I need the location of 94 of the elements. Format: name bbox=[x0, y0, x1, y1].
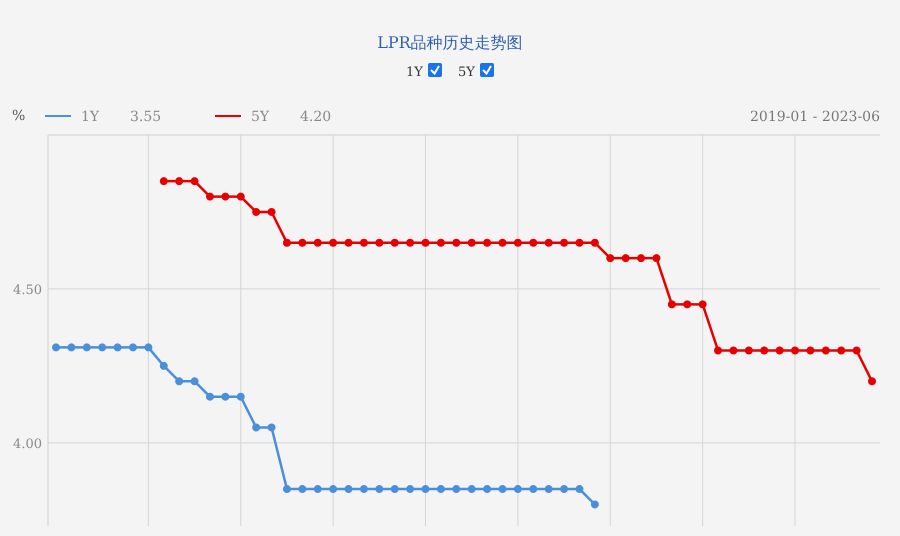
point bbox=[282, 238, 291, 247]
point bbox=[452, 485, 460, 494]
point bbox=[360, 238, 368, 247]
point bbox=[206, 392, 214, 401]
point bbox=[236, 392, 245, 401]
point bbox=[252, 208, 260, 216]
text: 5Y bbox=[458, 65, 475, 80]
point bbox=[683, 300, 692, 308]
point bbox=[744, 346, 753, 355]
chart-title: LPR品种历史走势图 bbox=[377, 33, 523, 52]
point bbox=[668, 300, 676, 308]
point bbox=[606, 254, 614, 262]
point bbox=[390, 238, 399, 247]
legend-label: 1Y bbox=[81, 109, 100, 125]
point bbox=[206, 192, 214, 201]
point bbox=[483, 485, 492, 494]
point bbox=[314, 485, 322, 494]
point bbox=[314, 238, 322, 247]
text: 1Y bbox=[406, 65, 423, 80]
point bbox=[298, 238, 306, 247]
text: 3.55 bbox=[130, 109, 162, 125]
point bbox=[52, 343, 60, 352]
point bbox=[637, 254, 646, 262]
point bbox=[498, 485, 506, 494]
point bbox=[344, 238, 353, 247]
point bbox=[268, 208, 276, 216]
text: 4.20 bbox=[300, 109, 332, 125]
point bbox=[652, 254, 660, 262]
y-axis-title: % bbox=[12, 108, 26, 124]
legend-label: 5Y bbox=[251, 109, 270, 125]
point bbox=[329, 238, 338, 247]
point bbox=[529, 485, 538, 494]
point bbox=[729, 346, 738, 355]
point bbox=[806, 346, 814, 355]
point bbox=[268, 423, 276, 432]
point bbox=[483, 238, 492, 247]
point bbox=[67, 343, 76, 352]
point bbox=[252, 423, 260, 432]
point bbox=[329, 485, 338, 494]
point bbox=[436, 485, 445, 494]
point bbox=[560, 238, 568, 247]
point bbox=[160, 362, 168, 370]
point bbox=[375, 485, 384, 494]
point bbox=[160, 177, 168, 186]
point bbox=[406, 238, 414, 247]
point bbox=[560, 485, 568, 494]
point bbox=[422, 238, 430, 247]
point bbox=[221, 392, 230, 401]
point bbox=[298, 485, 306, 494]
point bbox=[868, 377, 876, 386]
point bbox=[837, 346, 846, 355]
point bbox=[436, 238, 445, 247]
point bbox=[422, 485, 430, 494]
point bbox=[468, 485, 476, 494]
point bbox=[622, 254, 630, 262]
point bbox=[190, 177, 199, 186]
point bbox=[822, 346, 830, 355]
text: 2019-01 - 2023-06 bbox=[750, 109, 880, 125]
point bbox=[190, 377, 199, 386]
point bbox=[452, 238, 460, 247]
point bbox=[360, 485, 368, 494]
point bbox=[175, 177, 184, 186]
point bbox=[344, 485, 353, 494]
point bbox=[221, 192, 230, 201]
point bbox=[791, 346, 800, 355]
point bbox=[590, 238, 599, 247]
point bbox=[514, 238, 522, 247]
point bbox=[390, 485, 399, 494]
point bbox=[544, 238, 553, 247]
point bbox=[406, 485, 414, 494]
point bbox=[590, 500, 599, 508]
point bbox=[498, 238, 506, 247]
point bbox=[114, 343, 122, 352]
point bbox=[98, 343, 106, 352]
point bbox=[575, 238, 584, 247]
y-tick-label: 4.50 bbox=[13, 282, 42, 298]
point bbox=[852, 346, 861, 355]
point bbox=[529, 238, 538, 247]
point bbox=[128, 343, 137, 352]
point bbox=[282, 485, 291, 494]
point bbox=[714, 346, 722, 355]
point bbox=[468, 238, 476, 247]
y-tick-label: 4.00 bbox=[13, 436, 42, 452]
point bbox=[236, 192, 245, 201]
point bbox=[575, 485, 584, 494]
point bbox=[175, 377, 184, 386]
point bbox=[375, 238, 384, 247]
point bbox=[760, 346, 768, 355]
point bbox=[144, 343, 152, 352]
point bbox=[544, 485, 553, 494]
point bbox=[82, 343, 91, 352]
point bbox=[698, 300, 707, 308]
point bbox=[514, 485, 522, 494]
point bbox=[776, 346, 784, 355]
